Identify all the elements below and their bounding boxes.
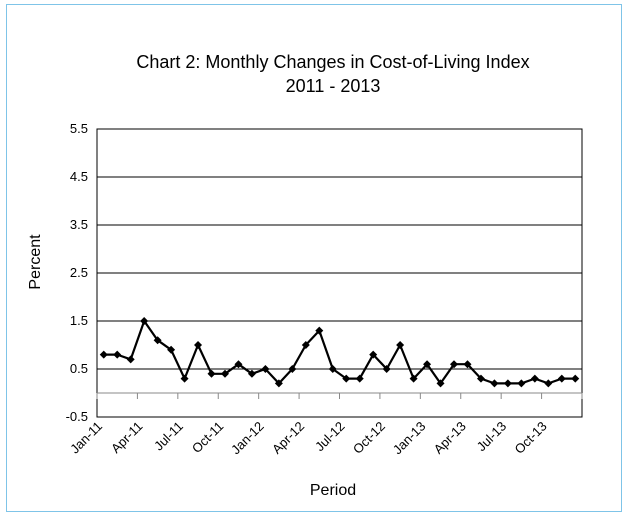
x-tick-label-3: Oct-11 [189,419,227,457]
x-tick-label-2: Jul-11 [151,419,186,454]
data-point-6 [180,374,189,383]
x-tick-label-0: Jan-11 [67,419,105,457]
x-tick-label-9: Apr-13 [431,419,469,457]
plot-area [96,128,583,418]
series-line [103,319,576,385]
data-point-8 [207,369,216,378]
y-tick-label-2: 1.5 [70,313,88,328]
data-point-32 [530,374,539,383]
data-point-35 [571,374,580,383]
data-point-14 [288,365,297,373]
x-tick-label-8: Jan-13 [390,419,429,458]
data-point-30 [503,379,512,388]
y-tick-label-4: 3.5 [70,217,88,232]
chart-title-line-1: Chart 2: Monthly Changes in Cost-of-Livi… [136,52,529,72]
y-tick-label-0: -0.5 [66,409,88,424]
x-tick-label-4: Jan-12 [228,419,267,458]
data-point-24 [423,360,432,369]
data-point-25 [436,379,445,388]
series-cost-of-living [99,317,580,388]
data-point-11 [247,369,256,378]
data-point-12 [261,365,270,373]
x-tick-label-10: Jul-13 [474,419,510,455]
data-point-31 [517,379,526,388]
data-point-7 [194,341,203,349]
y-tick-label-5: 4.5 [70,169,88,184]
x-axis [96,392,583,399]
data-point-19 [355,374,364,383]
data-point-5 [167,345,176,354]
data-point-3 [140,317,149,325]
data-point-1 [113,350,122,359]
y-tick-label-3: 2.5 [70,265,88,280]
data-point-18 [342,374,351,383]
data-point-34 [557,374,566,383]
data-point-10 [234,360,243,369]
x-tick-label-11: Oct-13 [512,419,550,457]
x-tick-labels: Jan-11 Apr-11 Jul-11 Oct-11 Jan-12 Apr-12 Jul-… [67,419,550,458]
data-point-26 [450,360,459,369]
data-point-9 [220,369,229,378]
data-point-23 [409,374,418,383]
x-tick-label-6: Jul-12 [312,419,348,455]
data-point-13 [274,379,283,388]
data-point-2 [126,355,135,364]
data-point-21 [382,365,391,373]
chart-frame [6,4,622,512]
chart-title-line-2: 2011 - 2013 [286,76,381,96]
data-point-15 [301,341,310,349]
data-point-33 [544,379,553,388]
data-point-22 [396,341,405,349]
data-point-16 [315,326,324,335]
data-point-27 [463,360,472,369]
y-axis-title: Percent [27,234,44,290]
y-tick-label-1: 0.5 [70,361,88,376]
x-tick-label-5: Apr-12 [269,419,307,457]
data-point-0 [99,350,108,359]
x-tick-label-1: Apr-11 [108,419,146,457]
x-axis-title: Period [310,482,356,499]
data-point-20 [369,350,378,359]
x-tick-label-7: Oct-12 [350,419,388,457]
data-point-17 [328,365,337,373]
data-point-4 [153,336,162,345]
y-tick-label-6: 5.5 [70,121,88,136]
gridlines [97,128,582,370]
y-tick-labels: -0.5 0.5 1.5 2.5 3.5 4.5 5.5 [66,121,88,424]
data-point-28 [476,374,485,383]
data-point-29 [490,379,499,388]
